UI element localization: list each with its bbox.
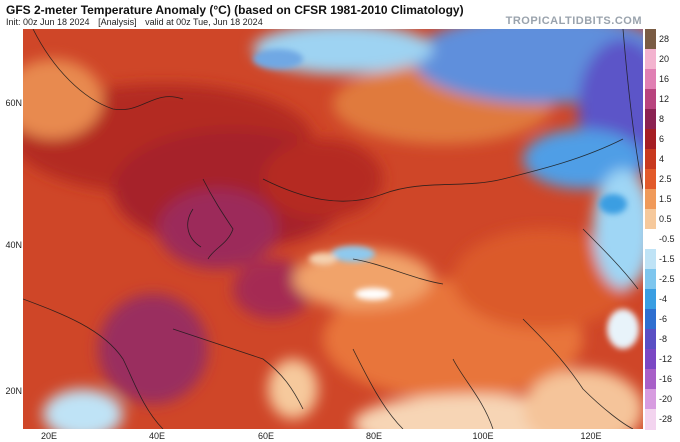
- legend-label: -1.5: [659, 254, 675, 264]
- legend-label: 28: [659, 34, 670, 44]
- legend-label: 2.5: [659, 174, 672, 184]
- legend-swatch: [645, 49, 656, 70]
- analysis-tag: [Analysis]: [98, 17, 137, 27]
- map-subtitle: Init: 00z Jun 18 2024 [Analysis] valid a…: [6, 17, 269, 27]
- legend-label: -2.5: [659, 274, 675, 284]
- legend-swatch: [645, 29, 656, 50]
- legend-swatch: [645, 129, 656, 150]
- legend-swatch: [645, 269, 656, 290]
- legend-label: 0.5: [659, 214, 672, 224]
- legend-label: 20: [659, 54, 670, 64]
- init-time: Init: 00z Jun 18 2024: [6, 17, 90, 27]
- legend-swatch: [645, 349, 656, 370]
- lon-label-40e: 40E: [148, 431, 166, 441]
- legend-swatch: [645, 109, 656, 130]
- legend-swatch: [645, 69, 656, 90]
- site-brand[interactable]: TROPICALTIDBITS.COM: [505, 15, 642, 27]
- legend-swatch: [645, 389, 656, 410]
- legend-label: -12: [659, 354, 673, 364]
- legend-label: -20: [659, 394, 673, 404]
- legend-label: -8: [659, 334, 668, 344]
- legend-label: 4: [659, 154, 665, 164]
- legend-label: -0.5: [659, 234, 675, 244]
- map-title: GFS 2-meter Temperature Anomaly (°C) (ba…: [6, 3, 464, 17]
- legend-swatch: [645, 289, 656, 310]
- legend-swatch: [645, 149, 656, 170]
- legend-swatch: [645, 329, 656, 350]
- legend-label: 6: [659, 134, 665, 144]
- legend-label: -16: [659, 374, 673, 384]
- lon-label-60e: 60E: [257, 431, 275, 441]
- lat-label-20n: 20N: [5, 386, 22, 396]
- legend-label: 12: [659, 94, 670, 104]
- legend-swatch: [645, 229, 656, 250]
- legend-swatch: [645, 169, 656, 190]
- lon-label-20e: 20E: [40, 431, 58, 441]
- legend-label: 16: [659, 74, 670, 84]
- lon-label-120e: 120E: [580, 431, 602, 441]
- color-scale-legend: 28 20 16 12 8 6 4 2.5 1.5 0.5 -0.5 -1.5 -2.5 -4 -6 -8 -1…: [645, 29, 680, 430]
- lat-label-60n: 60N: [5, 98, 22, 108]
- legend-swatch: [645, 249, 656, 270]
- legend-swatch: [645, 189, 656, 210]
- legend-label: -4: [659, 294, 668, 304]
- valid-time: valid at 00z Tue, Jun 18 2024: [145, 17, 263, 27]
- legend-swatch: [645, 89, 656, 110]
- legend-label: 8: [659, 114, 665, 124]
- legend-swatch: [645, 409, 656, 430]
- legend-swatch: [645, 369, 656, 390]
- legend-swatch: [645, 309, 656, 330]
- lon-label-100e: 100E: [472, 431, 494, 441]
- legend-label: -6: [659, 314, 668, 324]
- legend-label: -28: [659, 414, 673, 424]
- anomaly-field: [23, 29, 643, 429]
- temperature-anomaly-map: [23, 29, 643, 429]
- legend-label: 1.5: [659, 194, 672, 204]
- lat-label-40n: 40N: [5, 240, 22, 250]
- legend-swatch: [645, 209, 656, 230]
- lon-label-80e: 80E: [365, 431, 383, 441]
